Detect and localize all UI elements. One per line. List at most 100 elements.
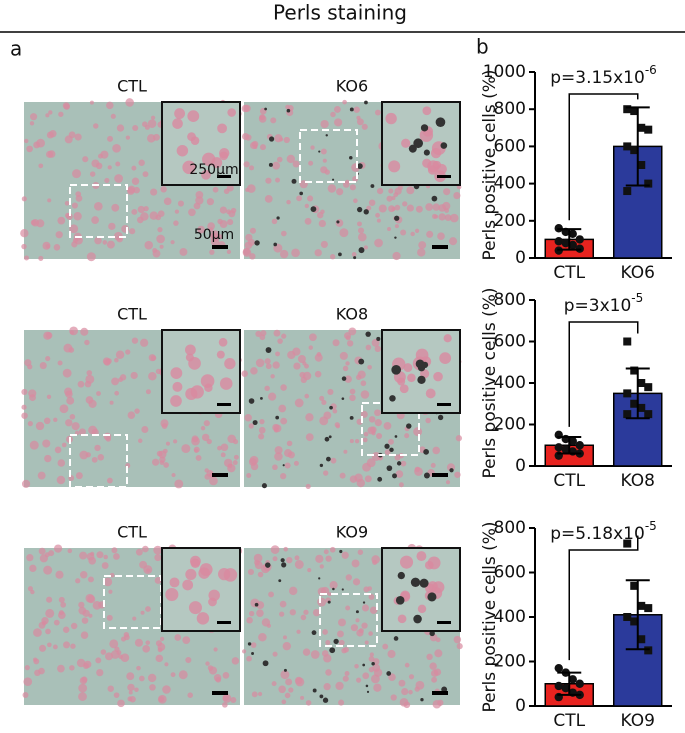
- iron-deposit: [336, 220, 340, 224]
- y-tick-label: 800: [494, 99, 526, 119]
- iron-deposit: [389, 447, 394, 453]
- iron-deposit: [420, 698, 424, 702]
- cell: [360, 380, 367, 387]
- cell: [338, 618, 346, 627]
- cell: [89, 171, 96, 177]
- cell: [287, 350, 296, 360]
- cell: [87, 576, 94, 583]
- cell: [334, 118, 343, 127]
- cell: [293, 362, 301, 370]
- cell: [356, 677, 362, 683]
- iron-deposit: [349, 415, 354, 420]
- cell: [342, 99, 347, 105]
- cell: [414, 228, 420, 233]
- cell: [279, 600, 287, 608]
- cell: [57, 360, 63, 366]
- cell: [172, 118, 183, 129]
- cell: [395, 470, 404, 478]
- cell: [200, 374, 215, 388]
- cell: [69, 665, 75, 671]
- cell: [284, 462, 291, 469]
- iron-deposit: [423, 149, 430, 156]
- cell: [443, 334, 452, 343]
- cell: [369, 652, 374, 657]
- cell: [110, 113, 116, 119]
- iron-deposit: [394, 435, 398, 438]
- cell: [182, 636, 191, 645]
- iron-deposit: [310, 206, 317, 213]
- cell: [147, 673, 157, 683]
- cell: [205, 661, 210, 666]
- iron-deposit: [393, 636, 399, 641]
- iron-deposit: [355, 610, 359, 614]
- cell: [24, 138, 29, 144]
- cell: [143, 565, 153, 575]
- cell: [209, 476, 218, 486]
- cell: [174, 108, 186, 119]
- cell: [23, 677, 33, 687]
- cell: [319, 564, 324, 569]
- cell: [277, 338, 283, 344]
- y-axis-label: Perls positive cells (%): [480, 287, 500, 478]
- p-value: p=3x10-5: [564, 291, 644, 317]
- cell: [137, 205, 145, 214]
- cell: [125, 135, 131, 140]
- cell: [387, 649, 396, 659]
- zoom-box: [319, 593, 378, 647]
- cell: [131, 208, 138, 215]
- cell: [330, 111, 336, 118]
- cell: [349, 388, 356, 395]
- cell: [273, 329, 281, 337]
- cell: [323, 411, 332, 420]
- cell: [125, 98, 134, 107]
- cell: [243, 161, 250, 168]
- cell: [348, 327, 357, 336]
- cell: [114, 357, 119, 363]
- cell: [444, 214, 452, 222]
- cell: [286, 199, 291, 205]
- iron-deposit: [318, 150, 321, 153]
- cell: [91, 216, 100, 224]
- cell: [148, 372, 157, 381]
- cell: [127, 683, 135, 692]
- iron-deposit: [291, 178, 297, 184]
- cell: [154, 554, 162, 562]
- cell: [401, 687, 409, 696]
- y-tick-label: 0: [515, 696, 526, 716]
- cell: [207, 665, 214, 671]
- cell: [431, 669, 439, 678]
- cell: [145, 606, 151, 612]
- cell: [360, 390, 370, 399]
- cell: [362, 437, 368, 443]
- data-point: [568, 675, 577, 684]
- cell: [453, 635, 462, 644]
- cell: [249, 227, 257, 234]
- cell: [325, 669, 332, 676]
- cell: [226, 249, 232, 255]
- cell: [135, 548, 143, 556]
- cell: [305, 433, 314, 442]
- cell: [62, 102, 70, 110]
- cell: [84, 660, 92, 669]
- iron-deposit: [365, 684, 369, 688]
- cell: [274, 452, 283, 461]
- cell: [57, 216, 66, 225]
- cell: [103, 432, 112, 441]
- cell: [84, 339, 90, 346]
- cell: [271, 681, 277, 687]
- scale-bar: [217, 403, 231, 406]
- cell: [258, 433, 265, 440]
- cell: [248, 423, 254, 429]
- cell: [283, 136, 290, 144]
- x-tick-label: KO9: [621, 711, 655, 729]
- cell: [89, 100, 94, 105]
- cell: [353, 106, 360, 113]
- cell: [255, 330, 262, 337]
- cell: [364, 475, 372, 483]
- cell: [316, 211, 324, 219]
- cell: [39, 361, 47, 370]
- cell: [250, 367, 258, 375]
- cell: [65, 419, 73, 427]
- data-point: [637, 635, 646, 644]
- cell: [388, 160, 401, 173]
